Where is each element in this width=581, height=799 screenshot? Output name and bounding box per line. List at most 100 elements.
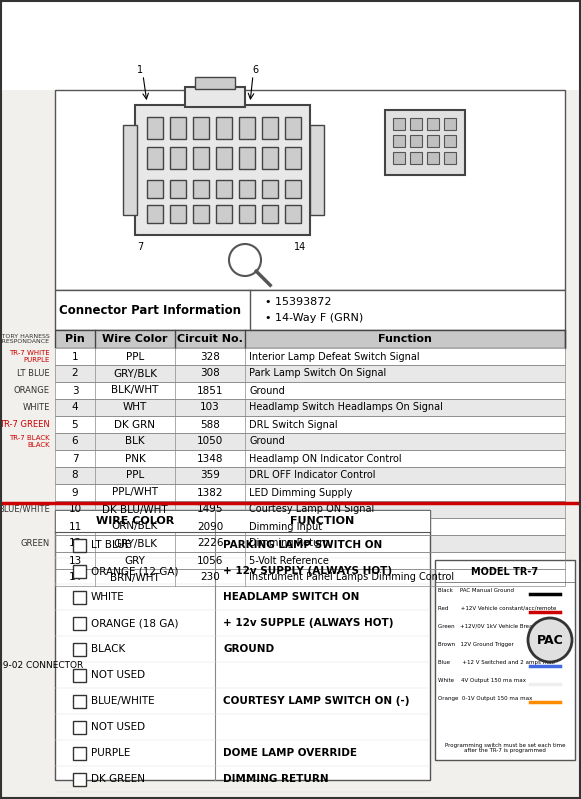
Bar (147, 180, 163, 198)
Bar (262, 147, 278, 169)
Bar (73, 773, 86, 785)
Bar (73, 617, 86, 630)
Text: DRL Switch Signal: DRL Switch Signal (249, 419, 338, 430)
Bar (239, 205, 255, 223)
Text: Park Lamp Switch On Signal: Park Lamp Switch On Signal (249, 368, 386, 379)
Bar (55, 535, 565, 552)
Text: Instrument Panel Lamps Dimming Control: Instrument Panel Lamps Dimming Control (249, 573, 454, 582)
Text: 328: 328 (200, 352, 220, 361)
Bar (55, 290, 565, 330)
Bar (147, 205, 163, 223)
Text: 5: 5 (71, 419, 78, 430)
Bar (55, 330, 565, 348)
Text: Dimming Input: Dimming Input (249, 522, 322, 531)
Text: ORN/BLK: ORN/BLK (112, 522, 158, 531)
Text: LT BLUE: LT BLUE (17, 369, 50, 378)
Bar (55, 569, 565, 586)
Text: Programming switch must be set each time
after the TR-7 is programmed: Programming switch must be set each time… (444, 742, 565, 753)
Text: • 15393872: • 15393872 (265, 297, 332, 307)
Text: NOT USED: NOT USED (91, 670, 145, 680)
Bar (444, 152, 456, 164)
Bar (73, 565, 86, 578)
Text: Ground: Ground (249, 385, 285, 396)
Bar (444, 135, 456, 147)
Text: Courtesy Lamp ON Signal: Courtesy Lamp ON Signal (249, 504, 374, 515)
Text: 14: 14 (69, 573, 81, 582)
Text: Interior Lamp Defeat Switch Signal: Interior Lamp Defeat Switch Signal (249, 352, 419, 361)
Text: TR-7 BLACK
BLACK: TR-7 BLACK BLACK (9, 435, 50, 448)
Bar (55, 365, 565, 382)
Text: GROUND: GROUND (223, 644, 274, 654)
Text: 99-02 CONNECTOR: 99-02 CONNECTOR (0, 661, 83, 670)
Bar (55, 518, 565, 535)
Text: GREEN: GREEN (21, 539, 50, 548)
Bar (55, 510, 430, 532)
Text: 6: 6 (252, 65, 258, 75)
Text: 2226: 2226 (197, 539, 223, 548)
Text: LT BLUE: LT BLUE (91, 540, 131, 550)
Bar (435, 560, 575, 760)
Text: 2: 2 (71, 368, 78, 379)
Bar (55, 433, 565, 450)
Bar (73, 642, 86, 655)
Text: 8: 8 (71, 471, 78, 480)
Text: DOME LAMP OVERRIDE: DOME LAMP OVERRIDE (223, 748, 357, 758)
Bar (73, 694, 86, 707)
Text: 13: 13 (69, 555, 81, 566)
Bar (73, 539, 86, 551)
Bar (55, 416, 565, 433)
Text: 1050: 1050 (197, 436, 223, 447)
Text: Connector Part Information: Connector Part Information (59, 304, 241, 316)
Text: ORANGE (12 GA): ORANGE (12 GA) (91, 566, 178, 576)
Text: GRY/BLK: GRY/BLK (113, 368, 157, 379)
Text: 103: 103 (200, 403, 220, 412)
Bar (0, 0, 581, 90)
Bar (73, 669, 86, 682)
Text: 1: 1 (137, 65, 143, 75)
Text: BLK/WHT: BLK/WHT (112, 385, 159, 396)
Text: Dimming Return: Dimming Return (249, 539, 329, 548)
Bar (239, 117, 255, 139)
Text: Blue       +12 V Switched and 2 amps max: Blue +12 V Switched and 2 amps max (438, 660, 555, 665)
Bar (55, 518, 565, 535)
Bar (193, 117, 209, 139)
Bar (239, 180, 255, 198)
Text: 11: 11 (69, 522, 81, 531)
Bar (73, 590, 86, 603)
Text: GRY: GRY (124, 555, 145, 566)
Bar (55, 450, 565, 467)
Text: + 12v SUPPLY (ALWAYS HOT): + 12v SUPPLY (ALWAYS HOT) (223, 566, 392, 576)
Bar (147, 147, 163, 169)
Text: Green   +12V/0V 1kV Vehicle Bream Trigger: Green +12V/0V 1kV Vehicle Bream Trigger (438, 624, 558, 629)
Text: PNK: PNK (125, 454, 145, 463)
Bar (170, 180, 186, 198)
Text: COURTESY LAMP SWITCH ON (-): COURTESY LAMP SWITCH ON (-) (223, 696, 410, 706)
Bar (73, 746, 86, 760)
Text: 588: 588 (200, 419, 220, 430)
Bar (410, 118, 422, 130)
Text: PARKING LAMP SWITCH ON: PARKING LAMP SWITCH ON (223, 540, 382, 550)
Bar (239, 147, 255, 169)
Text: BLUE/WHITE: BLUE/WHITE (91, 696, 155, 706)
Bar (285, 147, 301, 169)
Text: 3: 3 (71, 385, 78, 396)
Text: PURPLE: PURPLE (91, 748, 130, 758)
Bar (216, 147, 232, 169)
Bar (55, 382, 565, 399)
Text: 1: 1 (71, 352, 78, 361)
Bar (170, 117, 186, 139)
Text: PPL: PPL (126, 352, 144, 361)
Bar (55, 535, 565, 552)
Text: 10: 10 (69, 504, 81, 515)
Bar (147, 117, 163, 139)
Bar (410, 152, 422, 164)
Bar (410, 135, 422, 147)
Text: 308: 308 (200, 368, 220, 379)
Bar (185, 87, 245, 107)
Text: Ground: Ground (249, 436, 285, 447)
Text: Function: Function (378, 334, 432, 344)
Text: 1056: 1056 (197, 555, 223, 566)
Text: 9: 9 (71, 487, 78, 498)
Text: 6: 6 (71, 436, 78, 447)
Bar (55, 382, 565, 399)
